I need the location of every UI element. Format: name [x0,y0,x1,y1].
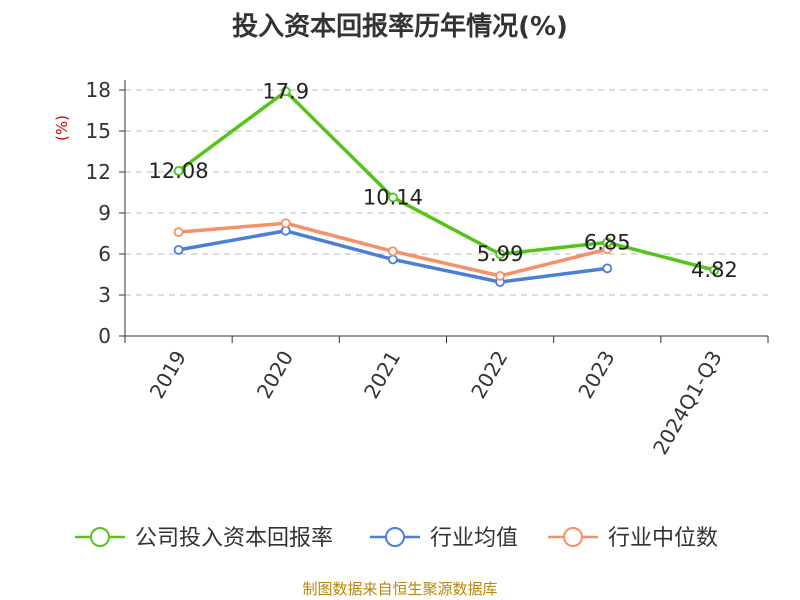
x-tick-label: 2024Q1-Q3 [648,347,727,459]
data-label: 4.82 [691,258,738,282]
data-point [280,218,291,229]
x-tick-label: 2019 [145,347,191,403]
y-axis-label: (%) [53,115,71,141]
legend-marker [90,527,110,547]
data-point [173,227,184,238]
y-tick-label: 9 [98,201,111,225]
data-label: 10.14 [363,185,423,209]
y-tick-label: 18 [86,78,111,102]
legend-label: 行业均值 [430,526,518,551]
gridlines [125,89,768,296]
y-tick-label: 12 [86,160,111,184]
data-point [602,237,613,248]
legend-marker [563,527,583,547]
legend-marker [385,527,405,547]
data-point [173,166,184,176]
y-tick-label: 0 [98,324,111,348]
series-layer [173,86,720,287]
legend-label: 行业中位数 [608,526,718,551]
y-tick-label: 15 [86,119,111,143]
x-tick-label: 2022 [466,347,512,403]
data-label: 12.08 [149,159,209,183]
legend-label: 公司投入资本回报率 [135,526,333,551]
x-tick-label: 2020 [252,347,298,403]
data-point [495,249,505,260]
data-point [388,192,398,203]
data-point [280,86,291,97]
chart-title: 投入资本回报率历年情况(%) [232,11,568,42]
data-point [709,265,720,276]
data-labels: 12.08 17.9 10.14 5.99 6.85 4.82 [149,79,738,282]
x-tick-label: 2021 [359,347,405,403]
data-label: 17.9 [262,79,309,103]
data-point [495,270,505,281]
data-point [388,254,398,265]
source-note: 制图数据来自恒生聚源数据库 [302,580,497,598]
x-tick-label: 2023 [573,347,619,403]
y-tick-label: 3 [98,283,111,307]
axes: 0 3 6 9 12 15 18 2019 2020 2021 2022 2023 2024Q1-Q3 [86,78,769,459]
series-line-0 [177,89,715,272]
data-label: 6.85 [584,230,631,254]
data-point [173,244,184,255]
y-tick-label: 6 [98,242,111,266]
legend: 公司投入资本回报率 行业均值 行业中位数 [75,526,718,551]
data-label: 5.99 [477,242,524,266]
data-point [388,246,398,257]
data-point [602,263,613,274]
